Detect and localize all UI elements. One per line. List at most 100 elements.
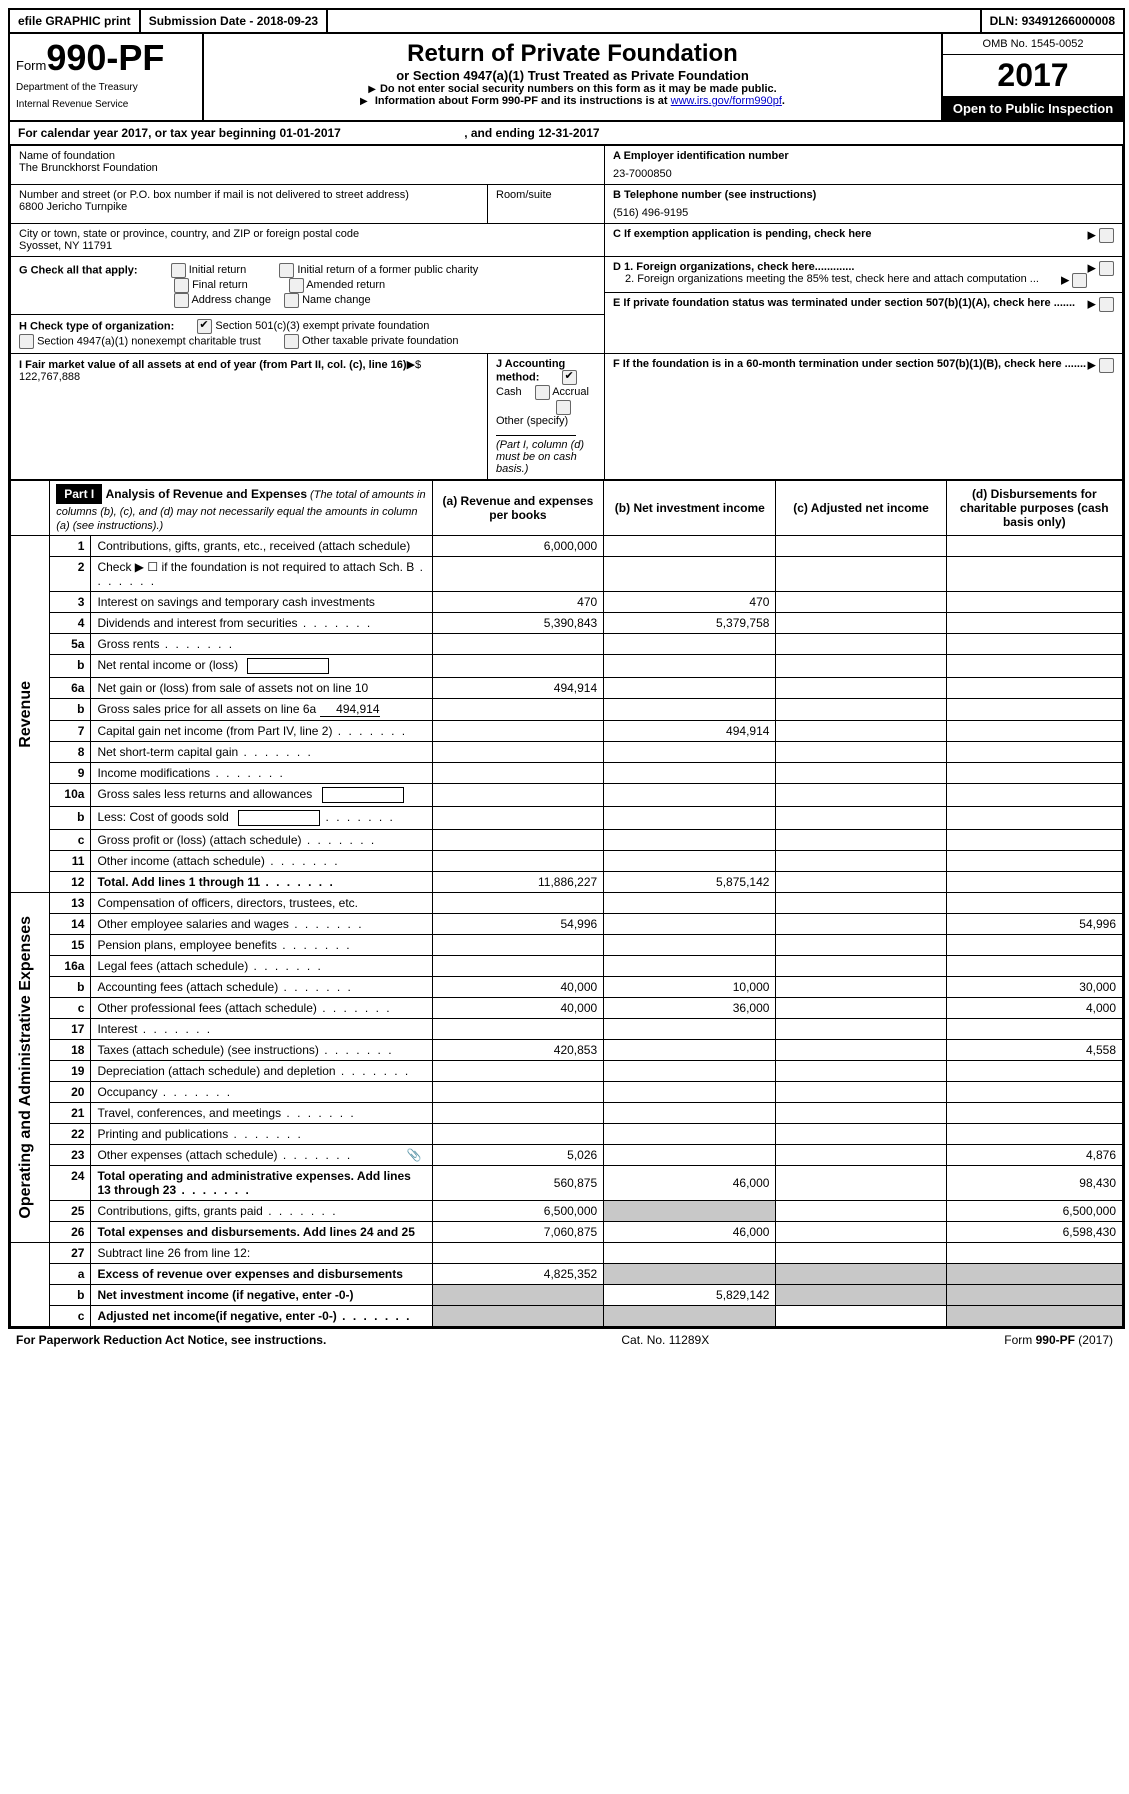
line-description: Less: Cost of goods sold	[91, 807, 432, 830]
line-description: Subtract line 26 from line 12:	[91, 1243, 432, 1264]
line-number: 24	[50, 1166, 91, 1201]
line-description: Net short-term capital gain	[91, 742, 432, 763]
irs-link[interactable]: www.irs.gov/form990pf	[671, 95, 782, 107]
value-cell	[776, 956, 946, 977]
value-cell	[776, 536, 946, 557]
checkbox-cash[interactable]	[562, 370, 577, 385]
table-row: 27Subtract line 26 from line 12:	[11, 1243, 1123, 1264]
table-row: bGross sales price for all assets on lin…	[11, 699, 1123, 721]
value-cell	[776, 1222, 946, 1243]
checkbox-4947[interactable]	[19, 334, 34, 349]
checkbox-name[interactable]	[284, 293, 299, 308]
checkbox-final[interactable]	[174, 278, 189, 293]
value-cell	[946, 1124, 1122, 1145]
table-row: cAdjusted net income(if negative, enter …	[11, 1306, 1123, 1327]
value-cell	[946, 536, 1122, 557]
value-cell	[604, 893, 776, 914]
line-number: 6a	[50, 678, 91, 699]
submission-cell: Submission Date - 2018-09-23	[141, 10, 328, 32]
foundation-info: Name of foundation The Brunckhorst Found…	[10, 145, 1123, 480]
form-container: efile GRAPHIC print Submission Date - 20…	[8, 8, 1125, 1329]
value-cell	[946, 699, 1122, 721]
line-number: 7	[50, 721, 91, 742]
checkbox-e[interactable]	[1099, 297, 1114, 312]
line-description: Interest	[91, 1019, 432, 1040]
checkbox-d2[interactable]	[1072, 273, 1087, 288]
dln-cell: DLN: 93491266000008	[982, 10, 1123, 32]
line-description: Gross rents	[91, 634, 432, 655]
table-row: 8Net short-term capital gain	[11, 742, 1123, 763]
checkbox-c[interactable]	[1099, 228, 1114, 243]
line-number: 13	[50, 893, 91, 914]
ssn-note: Do not enter social security numbers on …	[210, 83, 935, 95]
value-cell	[432, 1061, 604, 1082]
checkbox-accrual[interactable]	[535, 385, 550, 400]
line-description: Pension plans, employee benefits	[91, 935, 432, 956]
value-cell	[776, 1124, 946, 1145]
table-row: bAccounting fees (attach schedule)40,000…	[11, 977, 1123, 998]
table-row: 22Printing and publications	[11, 1124, 1123, 1145]
value-cell: 494,914	[432, 678, 604, 699]
line-number: 27	[50, 1243, 91, 1264]
value-cell	[432, 956, 604, 977]
value-cell	[604, 784, 776, 807]
value-cell	[604, 634, 776, 655]
value-cell	[946, 721, 1122, 742]
value-cell	[776, 914, 946, 935]
line-description: Depreciation (attach schedule) and deple…	[91, 1061, 432, 1082]
value-cell: 5,379,758	[604, 613, 776, 634]
value-cell	[604, 1019, 776, 1040]
value-cell	[776, 634, 946, 655]
value-cell	[604, 935, 776, 956]
value-cell	[604, 1124, 776, 1145]
value-cell	[776, 851, 946, 872]
value-cell	[604, 830, 776, 851]
table-row: 25Contributions, gifts, grants paid6,500…	[11, 1201, 1123, 1222]
table-row: 23📎Other expenses (attach schedule)5,026…	[11, 1145, 1123, 1166]
value-cell	[776, 1243, 946, 1264]
value-cell	[776, 1166, 946, 1201]
line-number: 4	[50, 613, 91, 634]
value-cell	[776, 784, 946, 807]
value-cell: 5,390,843	[432, 613, 604, 634]
checkbox-address[interactable]	[174, 293, 189, 308]
checkbox-other-tax[interactable]	[284, 334, 299, 349]
value-cell: 6,598,430	[946, 1222, 1122, 1243]
value-cell: 5,875,142	[604, 872, 776, 893]
value-cell	[604, 1145, 776, 1166]
table-row: 4Dividends and interest from securities5…	[11, 613, 1123, 634]
table-row: 10aGross sales less returns and allowanc…	[11, 784, 1123, 807]
value-cell: 5,829,142	[604, 1285, 776, 1306]
table-row: 2Check ▶ ☐ if the foundation is not requ…	[11, 557, 1123, 592]
value-cell: 54,996	[946, 914, 1122, 935]
value-cell	[604, 1264, 776, 1285]
checkbox-501c3[interactable]	[197, 319, 212, 334]
line-number: 15	[50, 935, 91, 956]
table-row: 18Taxes (attach schedule) (see instructi…	[11, 1040, 1123, 1061]
line-description: Net investment income (if negative, ente…	[91, 1285, 432, 1306]
checkbox-initial[interactable]	[171, 263, 186, 278]
value-cell	[432, 851, 604, 872]
value-cell	[946, 742, 1122, 763]
attachment-icon[interactable]: 📎	[407, 1148, 422, 1162]
value-cell: 4,000	[946, 998, 1122, 1019]
checkbox-initial-former[interactable]	[279, 263, 294, 278]
value-cell	[432, 742, 604, 763]
value-cell	[432, 634, 604, 655]
value-cell: 46,000	[604, 1222, 776, 1243]
line-number: a	[50, 1264, 91, 1285]
value-cell	[432, 1306, 604, 1327]
line-number: 11	[50, 851, 91, 872]
value-cell	[946, 1285, 1122, 1306]
checkbox-amended[interactable]	[289, 278, 304, 293]
checkbox-d1[interactable]	[1099, 261, 1114, 276]
value-cell	[946, 956, 1122, 977]
value-cell	[604, 851, 776, 872]
checkbox-other-acct[interactable]	[556, 400, 571, 415]
side-label: Operating and Administrative Expenses	[17, 916, 35, 1219]
line-description: Income modifications	[91, 763, 432, 784]
line-description: Contributions, gifts, grants, etc., rece…	[91, 536, 432, 557]
line-number: 5a	[50, 634, 91, 655]
checkbox-f[interactable]	[1099, 358, 1114, 373]
line-number: 3	[50, 592, 91, 613]
